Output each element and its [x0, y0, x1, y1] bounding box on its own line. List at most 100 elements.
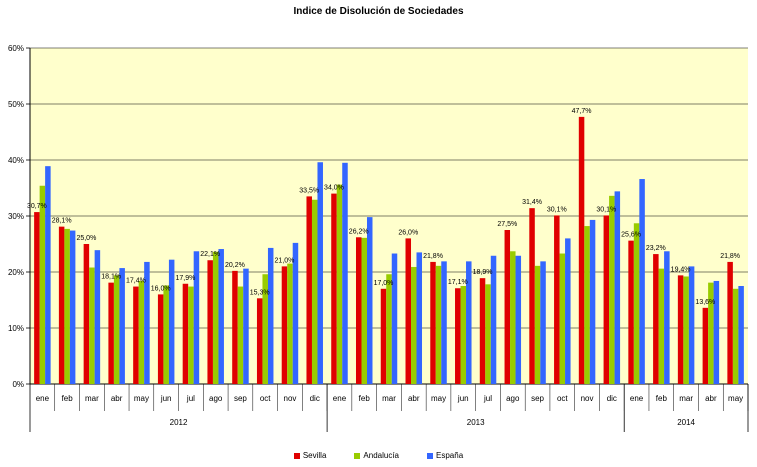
legend-item: España	[427, 451, 463, 460]
bar	[578, 116, 585, 384]
bar	[554, 215, 560, 384]
bar	[168, 259, 175, 384]
bar	[232, 270, 238, 384]
data-label: 22,1%	[200, 251, 220, 258]
bar	[58, 226, 65, 384]
bar	[504, 230, 511, 384]
bar	[287, 263, 293, 384]
y-tick-label: 30%	[8, 212, 24, 221]
bar	[188, 286, 194, 384]
bar	[460, 286, 467, 384]
x-tick-label: mar	[679, 394, 693, 403]
data-label: 27,5%	[497, 221, 517, 228]
data-label: 26,0%	[398, 229, 418, 236]
bar	[727, 261, 733, 384]
x-tick-label: ago	[209, 394, 223, 403]
bar	[540, 261, 546, 384]
data-label: 16,0%	[151, 285, 171, 292]
bar	[441, 261, 447, 384]
bar	[683, 276, 689, 384]
bar	[534, 265, 541, 384]
bar	[256, 298, 263, 384]
bar	[559, 253, 566, 384]
bar	[133, 286, 139, 384]
legend-label: Andalucía	[363, 451, 400, 460]
x-tick-label: abr	[111, 394, 123, 403]
bar	[237, 286, 244, 384]
bar	[732, 288, 739, 384]
bar	[713, 280, 720, 384]
bar	[490, 255, 497, 384]
legend-swatch	[354, 452, 361, 459]
x-tick-label: jul	[483, 394, 492, 403]
bar	[738, 286, 744, 384]
bar	[45, 166, 51, 384]
data-label: 34,0%	[324, 185, 344, 192]
bar	[144, 261, 150, 384]
x-tick-label: mar	[382, 394, 396, 403]
bar	[331, 193, 337, 384]
bar	[603, 215, 610, 384]
x-tick-label: may	[431, 394, 446, 403]
bar	[485, 284, 491, 384]
bar	[64, 228, 70, 384]
x-tick-label: oct	[260, 394, 271, 403]
bar	[83, 244, 90, 384]
x-tick-label: feb	[656, 394, 668, 403]
data-label: 26,2%	[349, 228, 369, 235]
year-label: 2012	[170, 418, 188, 427]
data-label: 30,1%	[596, 206, 616, 213]
y-tick-label: 20%	[8, 268, 24, 277]
bar	[614, 191, 621, 384]
x-tick-label: may	[728, 394, 743, 403]
x-tick-label: ago	[506, 394, 520, 403]
bar	[306, 196, 312, 384]
bar	[677, 275, 684, 384]
bar	[317, 162, 323, 384]
data-label: 18,1%	[101, 274, 121, 281]
data-label: 30,1%	[547, 206, 567, 213]
bar	[609, 195, 615, 384]
x-tick-label: dic	[607, 394, 617, 403]
bar	[584, 226, 590, 384]
bar	[411, 266, 417, 384]
legend-label: Sevilla	[302, 451, 327, 460]
bar	[336, 184, 343, 384]
x-tick-label: abr	[408, 394, 420, 403]
bar	[69, 230, 76, 384]
x-tick-label: ene	[36, 394, 50, 403]
bar	[281, 266, 288, 384]
bar	[342, 162, 348, 384]
x-tick-label: dic	[310, 394, 320, 403]
x-tick-label: oct	[557, 394, 568, 403]
data-label: 15,3%	[250, 289, 270, 296]
legend-swatch	[293, 452, 300, 459]
bar	[163, 285, 169, 384]
bar	[386, 274, 392, 384]
legend-label: España	[436, 451, 464, 460]
bar	[218, 249, 224, 384]
bar	[633, 223, 640, 384]
bar	[182, 283, 189, 384]
bar	[708, 282, 714, 384]
data-label: 30,7%	[27, 203, 47, 210]
bar	[658, 268, 665, 384]
year-label: 2014	[677, 418, 695, 427]
bar	[653, 254, 659, 384]
bar	[94, 250, 101, 384]
bar	[113, 275, 120, 384]
bar	[311, 199, 318, 384]
bar	[628, 240, 634, 384]
bar	[138, 280, 145, 384]
bar	[391, 253, 398, 384]
data-label: 17,1%	[448, 279, 468, 286]
bar	[39, 185, 46, 384]
bar	[157, 294, 164, 384]
bar	[702, 307, 709, 384]
bar	[267, 247, 274, 384]
bar	[89, 267, 95, 384]
bar	[193, 251, 200, 384]
bar	[262, 274, 268, 384]
data-label: 19,4%	[671, 266, 691, 273]
bar	[108, 282, 114, 384]
